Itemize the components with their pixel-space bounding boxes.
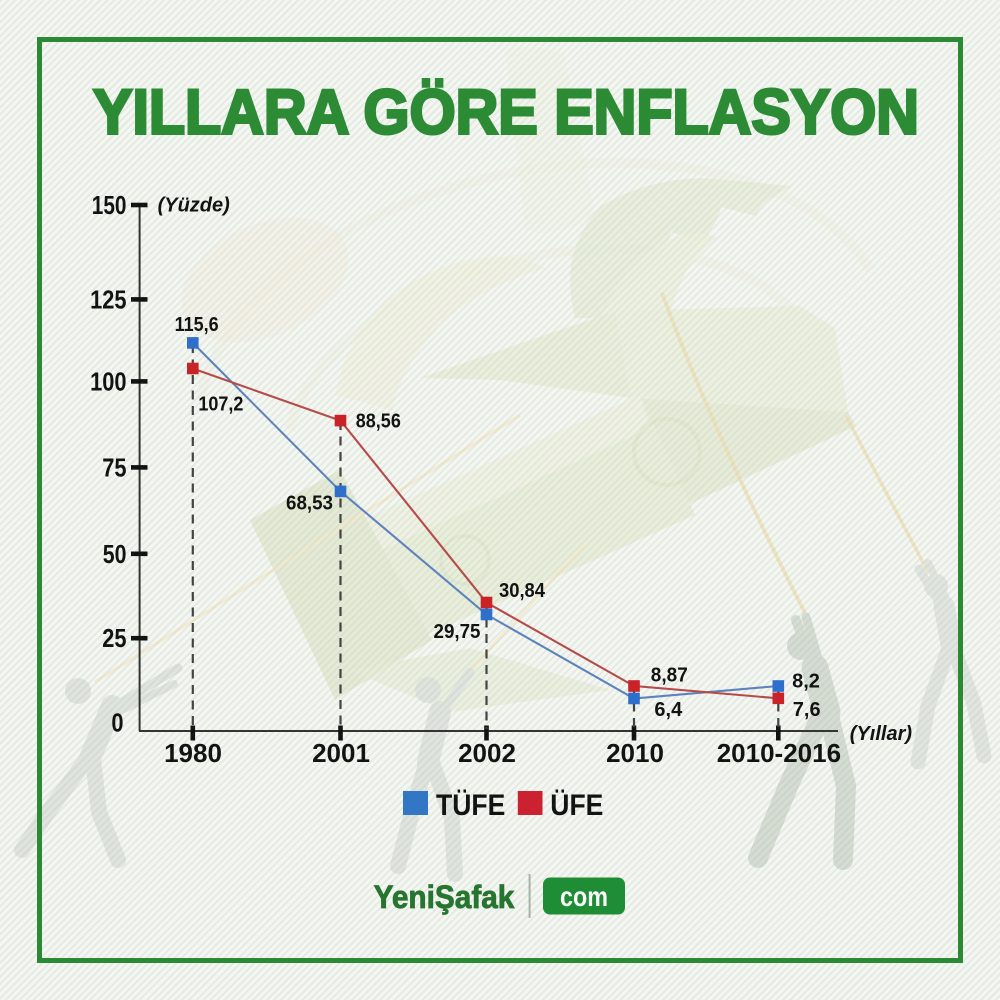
svg-text:150: 150 bbox=[92, 191, 127, 220]
svg-text:2002: 2002 bbox=[458, 738, 516, 768]
svg-text:100: 100 bbox=[90, 368, 126, 397]
svg-text:6,4: 6,4 bbox=[654, 699, 683, 721]
svg-text:2001: 2001 bbox=[312, 738, 370, 768]
svg-text:115,6: 115,6 bbox=[175, 314, 219, 336]
svg-text:YILLARA GÖRE ENFLASYON: YILLARA GÖRE ENFLASYON bbox=[93, 78, 919, 148]
svg-text:30,84: 30,84 bbox=[499, 580, 545, 602]
svg-text:ÜFE: ÜFE bbox=[550, 789, 603, 823]
svg-text:68,53: 68,53 bbox=[286, 492, 333, 515]
svg-text:com: com bbox=[560, 881, 608, 912]
svg-text:1980: 1980 bbox=[164, 738, 222, 768]
svg-text:25: 25 bbox=[102, 624, 126, 653]
svg-text:YeniŞafak: YeniŞafak bbox=[374, 879, 516, 915]
svg-text:0: 0 bbox=[111, 709, 123, 738]
svg-text:7,6: 7,6 bbox=[793, 699, 821, 721]
svg-text:107,2: 107,2 bbox=[198, 394, 243, 416]
svg-text:125: 125 bbox=[90, 286, 126, 315]
svg-text:TÜFE: TÜFE bbox=[436, 789, 505, 823]
svg-text:29,75: 29,75 bbox=[433, 620, 480, 643]
svg-text:8,87: 8,87 bbox=[651, 664, 688, 687]
svg-text:2010: 2010 bbox=[606, 738, 664, 768]
svg-text:2010-2016: 2010-2016 bbox=[717, 738, 841, 768]
svg-text:75: 75 bbox=[102, 454, 126, 483]
svg-text:(Yüzde): (Yüzde) bbox=[158, 195, 231, 217]
svg-text:8,2: 8,2 bbox=[792, 671, 820, 693]
svg-text:88,56: 88,56 bbox=[356, 411, 401, 433]
svg-text:50: 50 bbox=[103, 540, 127, 570]
svg-text:(Yıllar): (Yıllar) bbox=[850, 723, 913, 745]
